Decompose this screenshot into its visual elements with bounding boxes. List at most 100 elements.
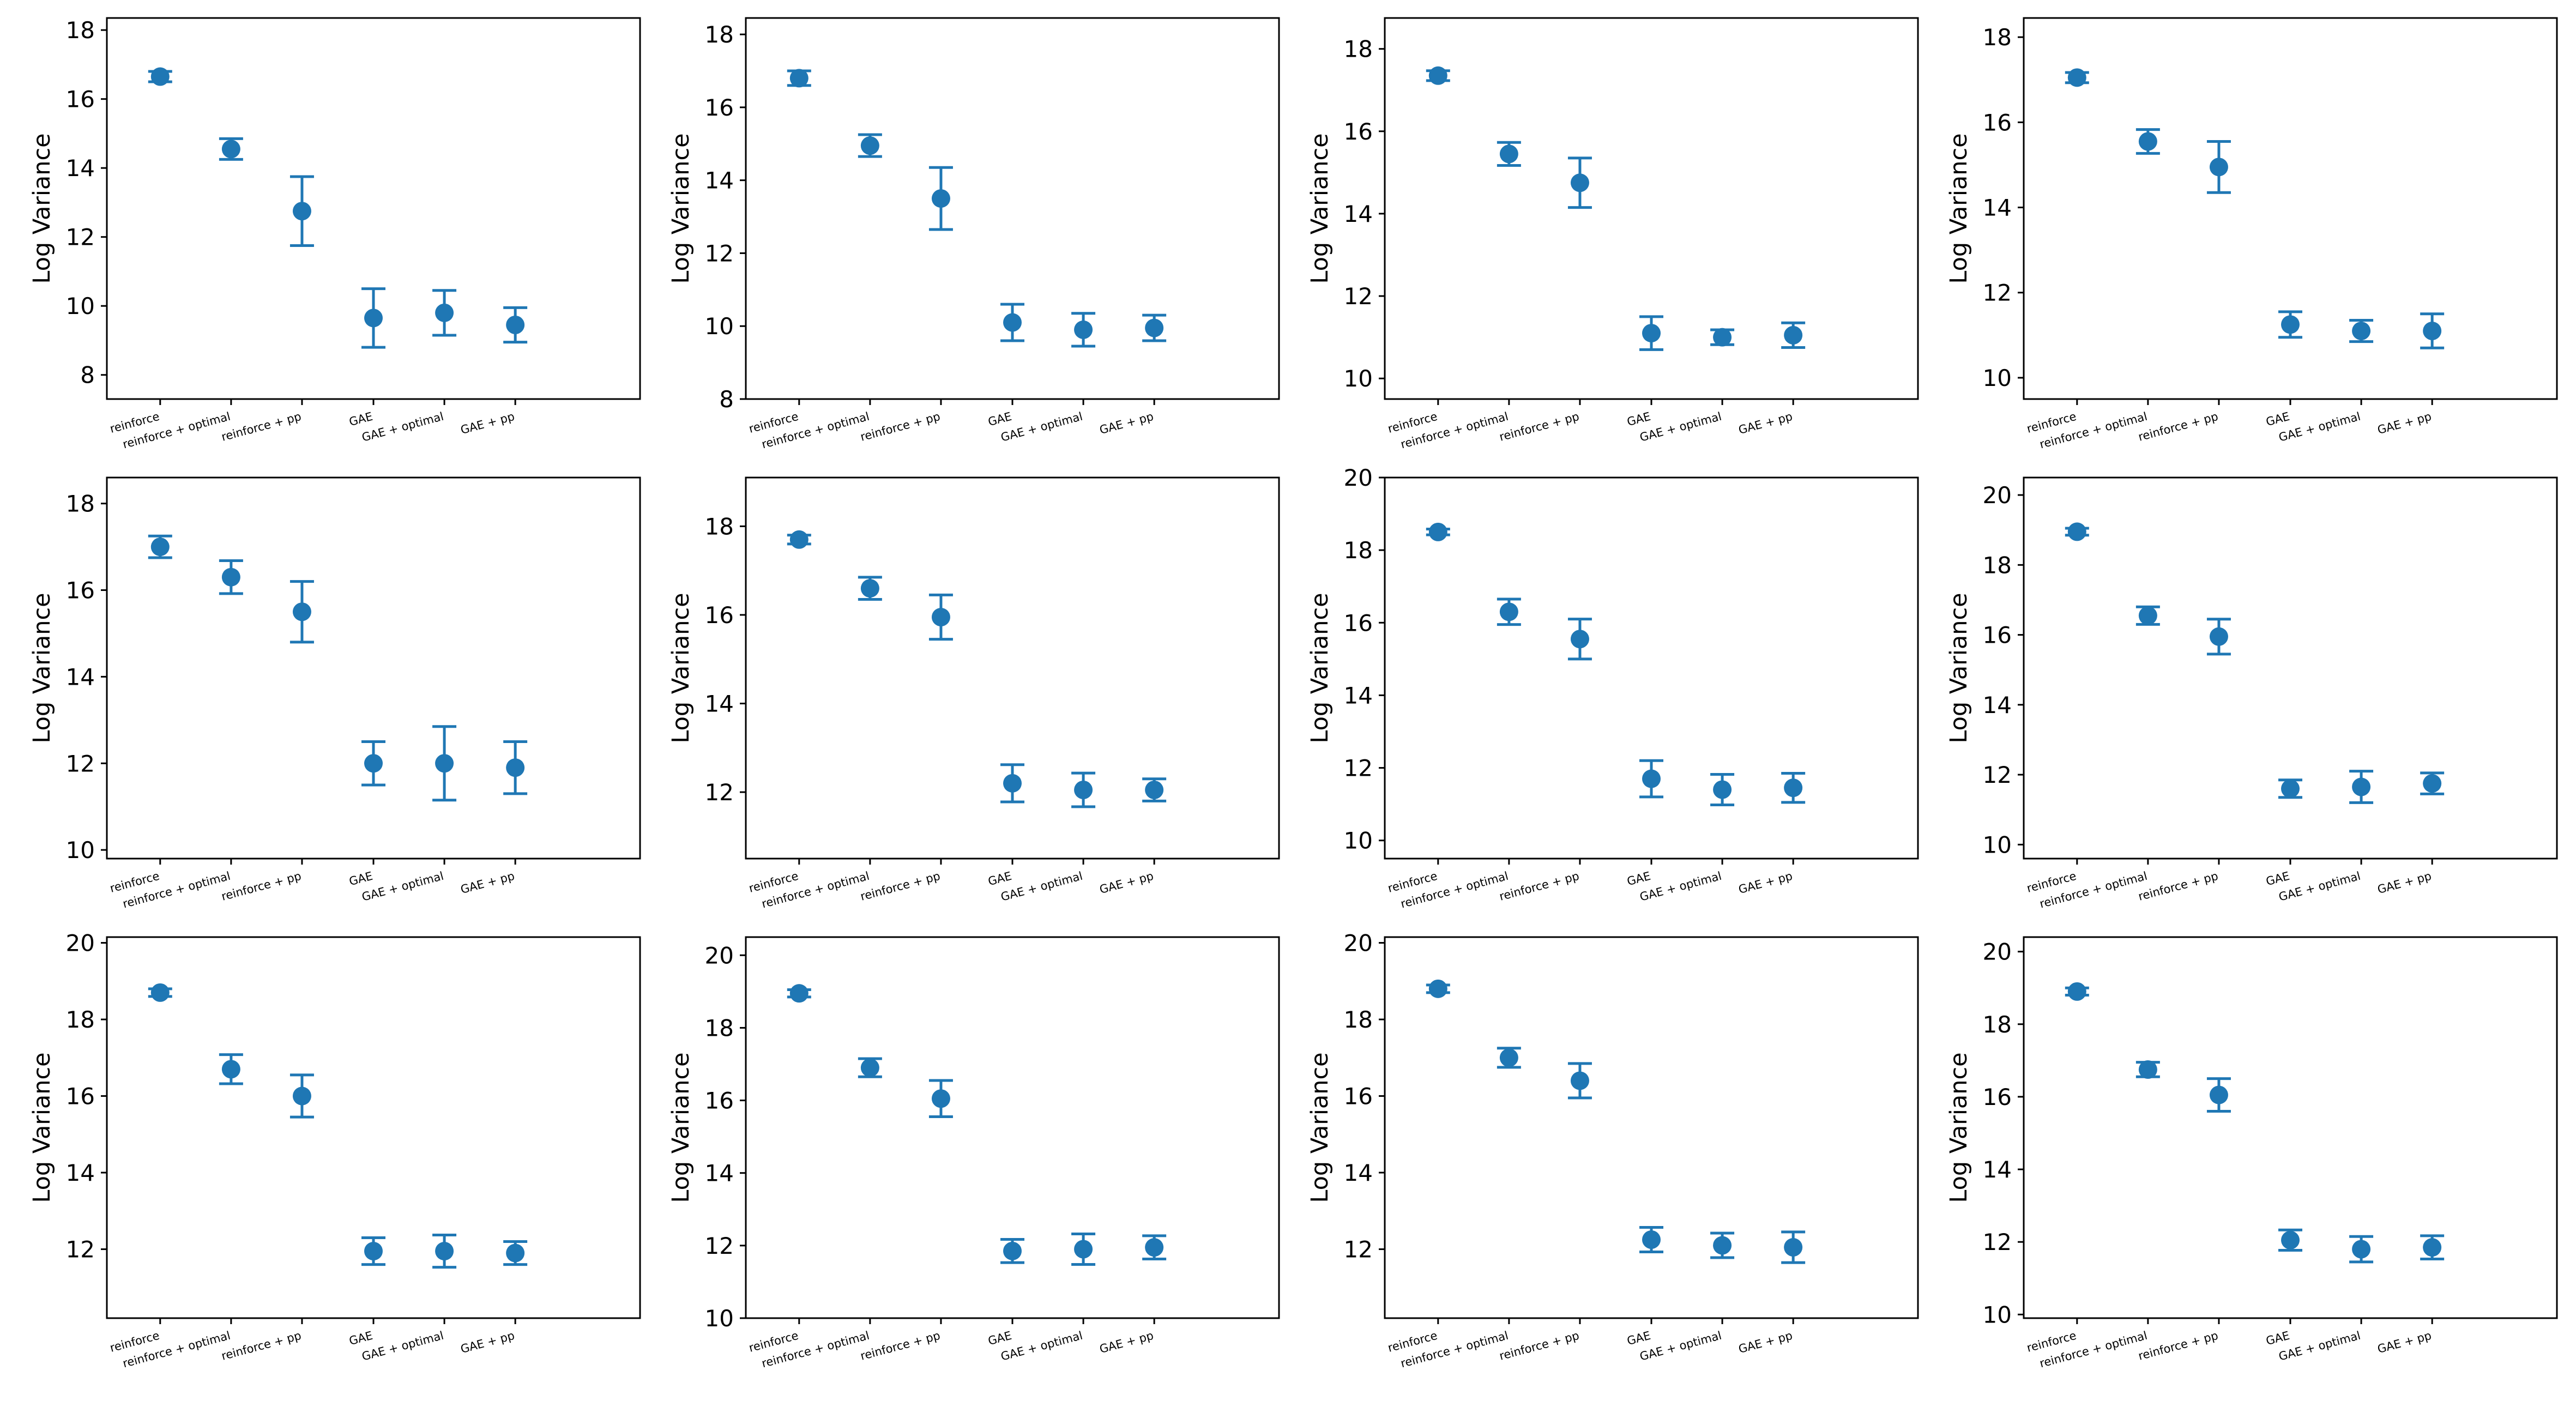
y-tick-label: 14 bbox=[1983, 195, 2012, 221]
y-axis-label: Log Variance bbox=[1945, 593, 1972, 743]
axes-frame bbox=[1384, 936, 1919, 1319]
data-point bbox=[435, 303, 454, 322]
data-point bbox=[506, 315, 525, 334]
y-tick-label: 16 bbox=[1344, 1083, 1373, 1110]
y-tick-label: 10 bbox=[705, 1305, 734, 1332]
y-axis-label: Log Variance bbox=[667, 133, 695, 283]
data-point bbox=[789, 984, 809, 1003]
x-tick-label: GAE + pp bbox=[459, 410, 516, 437]
x-tick-label: reinforce + pp bbox=[859, 1329, 942, 1363]
data-point bbox=[1003, 1241, 1022, 1260]
x-tick-label: GAE + optimal bbox=[999, 410, 1084, 444]
axes-frame bbox=[2023, 17, 2558, 400]
data-point bbox=[1570, 173, 1589, 192]
data-point bbox=[2423, 1238, 2442, 1257]
y-tick-label: 16 bbox=[66, 577, 95, 604]
x-tick-label: GAE + optimal bbox=[360, 1329, 445, 1363]
y-tick-label: 16 bbox=[1983, 1084, 2012, 1110]
y-tick-label: 20 bbox=[1344, 464, 1373, 491]
data-point bbox=[150, 538, 170, 557]
data-point bbox=[931, 1089, 950, 1108]
data-point bbox=[506, 1243, 525, 1263]
data-point bbox=[1428, 66, 1447, 85]
y-tick-label: 14 bbox=[1344, 201, 1373, 227]
y-tick-label: 18 bbox=[705, 21, 734, 48]
y-tick-label: 12 bbox=[1344, 283, 1373, 310]
data-point bbox=[2209, 158, 2228, 177]
data-point bbox=[2352, 322, 2371, 341]
y-tick-label: 12 bbox=[705, 779, 734, 806]
data-point bbox=[221, 567, 240, 587]
data-point bbox=[2209, 627, 2228, 646]
y-tick-label: 18 bbox=[705, 513, 734, 540]
y-tick-label: 12 bbox=[1983, 1229, 2012, 1255]
x-tick-label: GAE + optimal bbox=[1638, 410, 1723, 444]
data-point bbox=[1074, 1240, 1093, 1259]
x-tick-label: GAE bbox=[348, 869, 375, 889]
y-axis-label: Log Variance bbox=[667, 593, 695, 743]
x-tick-label: reinforce + pp bbox=[859, 869, 942, 903]
y-tick-label: 8 bbox=[719, 386, 734, 413]
data-point bbox=[1713, 1236, 1732, 1255]
x-tick-label: GAE bbox=[2265, 1329, 2291, 1348]
y-tick-label: 16 bbox=[66, 1083, 95, 1110]
y-tick-label: 16 bbox=[1983, 622, 2012, 649]
data-point bbox=[150, 67, 170, 86]
y-tick-label: 14 bbox=[1344, 682, 1373, 709]
x-tick-label: reinforce + pp bbox=[2137, 1329, 2219, 1363]
y-tick-label: 10 bbox=[1983, 1301, 2012, 1328]
data-point bbox=[221, 140, 240, 159]
y-tick-label: 14 bbox=[1983, 692, 2012, 718]
y-tick-label: 14 bbox=[705, 1160, 734, 1187]
data-point bbox=[292, 202, 311, 221]
data-point bbox=[1642, 324, 1661, 343]
y-tick-label: 18 bbox=[1983, 1011, 2012, 1038]
y-tick-label: 18 bbox=[1344, 1006, 1373, 1033]
y-axis-label: Log Variance bbox=[1945, 1052, 1972, 1203]
data-point bbox=[789, 530, 809, 549]
data-point bbox=[435, 1242, 454, 1261]
y-tick-label: 12 bbox=[1344, 1236, 1373, 1263]
y-tick-label: 8 bbox=[80, 362, 95, 389]
y-tick-label: 16 bbox=[705, 602, 734, 629]
y-tick-label: 16 bbox=[705, 1088, 734, 1114]
x-tick-label: GAE + optimal bbox=[999, 869, 1084, 904]
y-tick-label: 14 bbox=[1344, 1160, 1373, 1186]
x-tick-label: GAE + optimal bbox=[999, 1329, 1084, 1363]
x-tick-label: GAE bbox=[2265, 869, 2291, 889]
x-tick-label: GAE + pp bbox=[459, 869, 516, 896]
x-tick-label: reinforce + pp bbox=[2137, 869, 2219, 903]
x-tick-label: reinforce + pp bbox=[220, 869, 303, 903]
y-tick-label: 12 bbox=[66, 750, 95, 777]
data-point bbox=[1713, 328, 1732, 347]
x-tick-label: reinforce + pp bbox=[1498, 410, 1580, 444]
data-point bbox=[2423, 322, 2442, 341]
axes-frame bbox=[2023, 936, 2558, 1319]
data-point bbox=[364, 1242, 383, 1261]
data-point bbox=[1074, 320, 1093, 339]
y-tick-label: 12 bbox=[1344, 755, 1373, 782]
data-point bbox=[2281, 1230, 2300, 1249]
data-point bbox=[2209, 1085, 2228, 1104]
data-point bbox=[2352, 1240, 2371, 1259]
data-point bbox=[789, 69, 809, 88]
data-point bbox=[1499, 602, 1518, 621]
data-point bbox=[2423, 774, 2442, 793]
axes-frame bbox=[2023, 476, 2558, 860]
y-tick-label: 16 bbox=[1983, 109, 2012, 136]
x-tick-label: GAE + optimal bbox=[2277, 410, 2362, 444]
axes-frame bbox=[1384, 476, 1919, 860]
y-axis-label: Log Variance bbox=[1306, 1052, 1334, 1203]
y-tick-label: 16 bbox=[1344, 118, 1373, 145]
x-tick-label: GAE + optimal bbox=[2277, 869, 2362, 904]
x-tick-label: GAE + pp bbox=[459, 1329, 516, 1356]
x-tick-label: GAE bbox=[1626, 869, 1652, 889]
data-point bbox=[364, 309, 383, 328]
x-tick-label: GAE bbox=[987, 410, 1013, 429]
